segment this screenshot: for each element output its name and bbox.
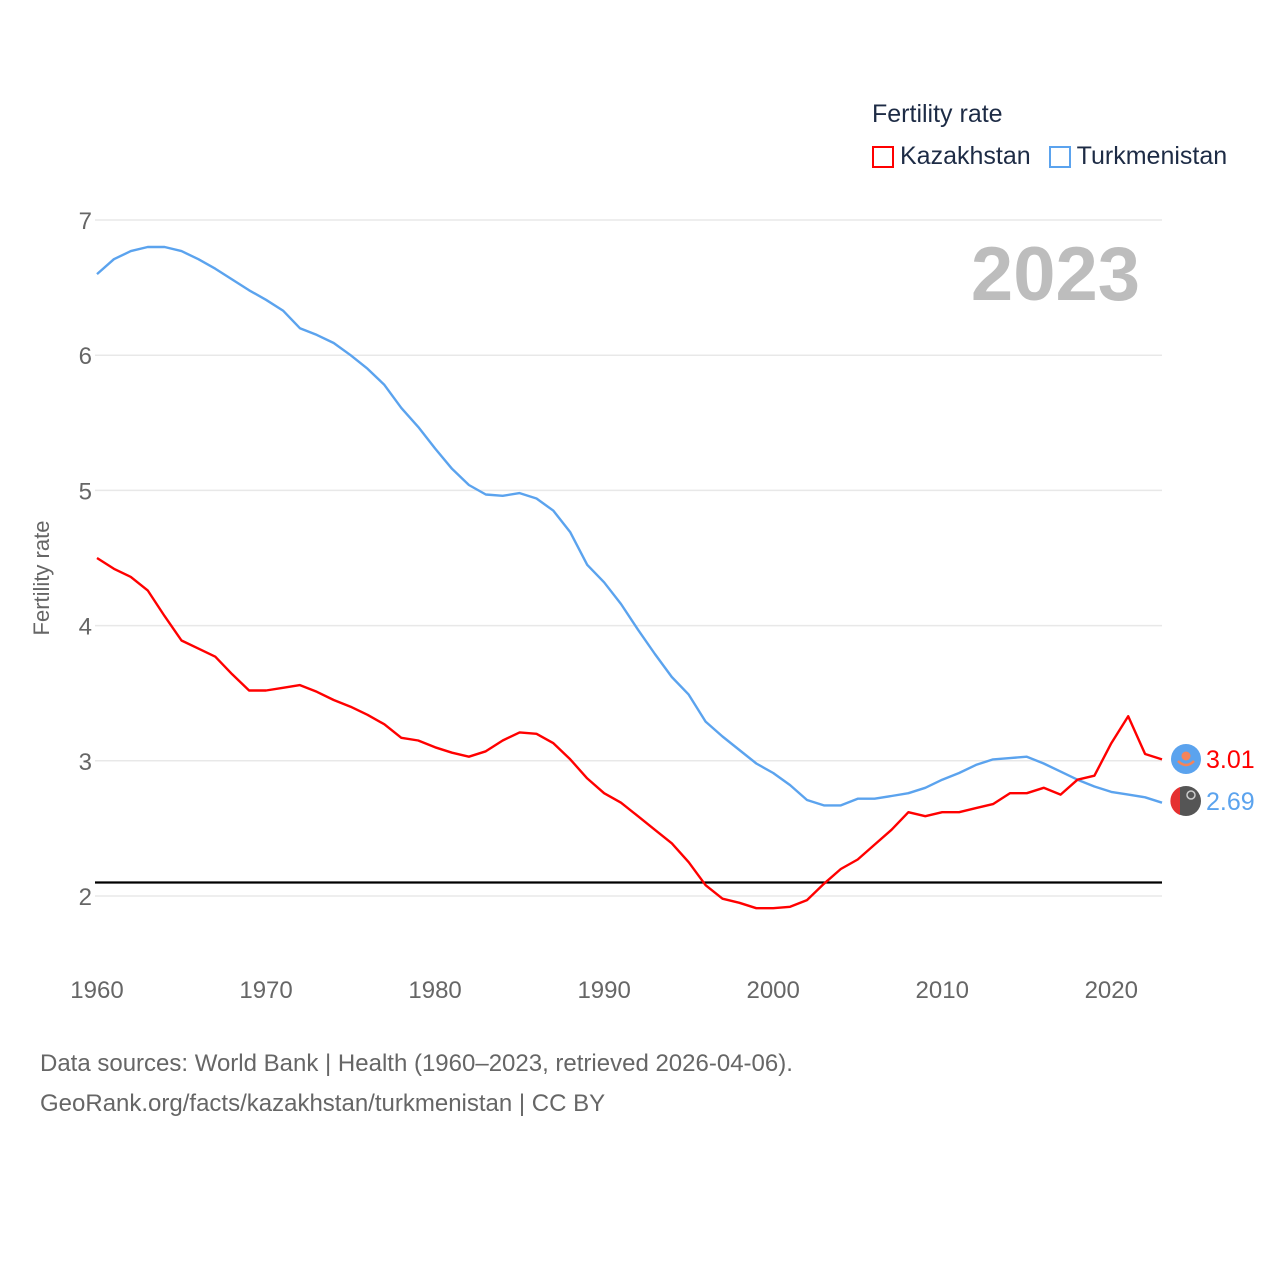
x-tick-label: 1970 — [239, 977, 292, 1004]
legend-item-kazakhstan[interactable]: Kazakhstan — [872, 142, 1031, 171]
y-tick-label: 3 — [79, 749, 92, 776]
legend-swatch-kazakhstan — [872, 145, 894, 168]
footer: Data sources: World Bank | Health (1960–… — [40, 1044, 793, 1124]
legend-item-turkmenistan[interactable]: Turkmenistan — [1048, 142, 1228, 171]
flag-crescent-icon — [1186, 790, 1196, 800]
end-value-label-turkmenistan: 2.69 — [1206, 788, 1255, 816]
x-tick-label: 2020 — [1085, 977, 1138, 1004]
flag-sun-icon — [1181, 751, 1191, 761]
y-axis-label: Fertility rate — [29, 520, 54, 636]
attribution-link[interactable]: GeoRank.org/facts/kazakhstan/turkmenista… — [40, 1090, 606, 1117]
x-tick-label: 2010 — [916, 977, 969, 1004]
y-tick-label: 7 — [79, 208, 92, 235]
y-tick-label: 4 — [79, 614, 92, 641]
legend: Kazakhstan Turkmenistan — [872, 142, 1227, 171]
end-value-label-kazakhstan: 3.01 — [1206, 746, 1255, 774]
legend-swatch-turkmenistan — [1048, 145, 1071, 168]
y-tick-label: 5 — [79, 478, 92, 505]
x-tick-label: 2000 — [746, 977, 799, 1004]
year-label: 2023 — [971, 232, 1140, 317]
flag-wings-icon — [1177, 760, 1195, 767]
x-tick-label: 1960 — [70, 977, 123, 1004]
data-source-text: Data sources: World Bank | Health (1960–… — [40, 1050, 793, 1077]
flag-band-icon — [1170, 787, 1180, 815]
legend-title: Fertility rate — [872, 100, 1003, 128]
legend-label: Turkmenistan — [1076, 142, 1228, 170]
series-line-turkmenistan — [96, 245, 1163, 807]
series-line-kazakhstan — [96, 556, 1163, 910]
y-tick-label: 6 — [79, 343, 92, 370]
y-tick-label: 2 — [79, 884, 92, 911]
x-tick-label: 1990 — [577, 977, 630, 1004]
legend-label: Kazakhstan — [900, 142, 1031, 170]
x-tick-label: 1980 — [408, 977, 461, 1004]
